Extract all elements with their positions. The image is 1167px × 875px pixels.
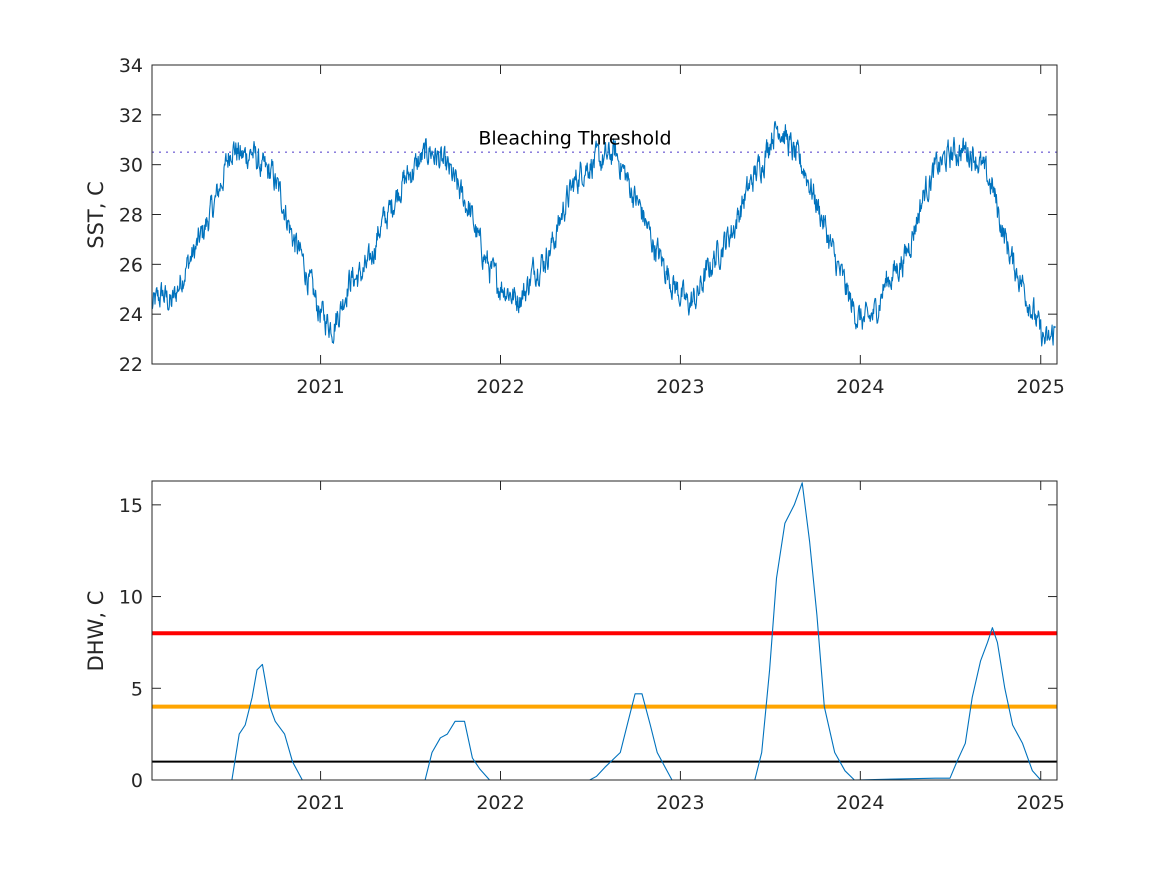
sst-y-ticks: 22 24 26 28 30 32 34 [119, 55, 1057, 376]
sst-x-tick-label: 2025 [1017, 376, 1065, 398]
dhw-y-tick-label: 0 [131, 770, 143, 792]
dhw-x-tick-label: 2023 [656, 792, 704, 814]
dhw-series-line-0 [152, 482, 1056, 781]
sst-x-tick-label: 2023 [656, 376, 704, 398]
dhw-x-ticks: 2021 2022 2023 2024 2025 [296, 481, 1065, 814]
dhw-x-tick-label: 2021 [296, 792, 344, 814]
dhw-series [152, 482, 1056, 781]
sst-y-axis-label: SST, C [84, 181, 108, 249]
sst-x-ticks: 2021 2022 2023 2024 2025 [296, 65, 1065, 398]
dhw-y-ticks: 0 5 10 15 [119, 495, 1057, 792]
sst-x-tick-label: 2021 [296, 376, 344, 398]
sst-y-tick-label: 30 [119, 155, 143, 177]
dhw-panel: 2021 2022 2023 2024 2025 0 5 10 15 DHW, C [84, 480, 1065, 814]
dhw-y-tick-label: 15 [119, 495, 143, 517]
bleaching-threshold-label: Bleaching Threshold [478, 127, 671, 149]
sst-x-tick-label: 2024 [836, 376, 884, 398]
sst-x-tick-label: 2022 [476, 376, 524, 398]
sst-series-line-0 [151, 120, 1056, 347]
sst-series [151, 120, 1056, 347]
dhw-y-tick-label: 5 [131, 678, 143, 700]
sst-y-tick-label: 32 [119, 105, 143, 127]
dhw-x-tick-label: 2024 [836, 792, 884, 814]
sst-y-tick-label: 34 [119, 55, 143, 77]
dhw-y-axis-label: DHW, C [84, 591, 108, 672]
dhw-x-tick-label: 2022 [476, 792, 524, 814]
dhw-axes-box [151, 480, 1058, 781]
dhw-y-tick-label: 10 [119, 587, 143, 609]
sst-y-tick-label: 24 [119, 304, 143, 326]
sst-y-tick-label: 26 [119, 254, 143, 276]
sst-y-tick-label: 22 [119, 354, 143, 376]
sst-panel: 2021 2022 2023 2024 2025 22 24 26 28 30 32 34 SST,… [84, 55, 1065, 398]
sst-y-tick-label: 28 [119, 205, 143, 227]
dhw-reference-lines [152, 631, 1057, 763]
dhw-x-tick-label: 2025 [1017, 792, 1065, 814]
